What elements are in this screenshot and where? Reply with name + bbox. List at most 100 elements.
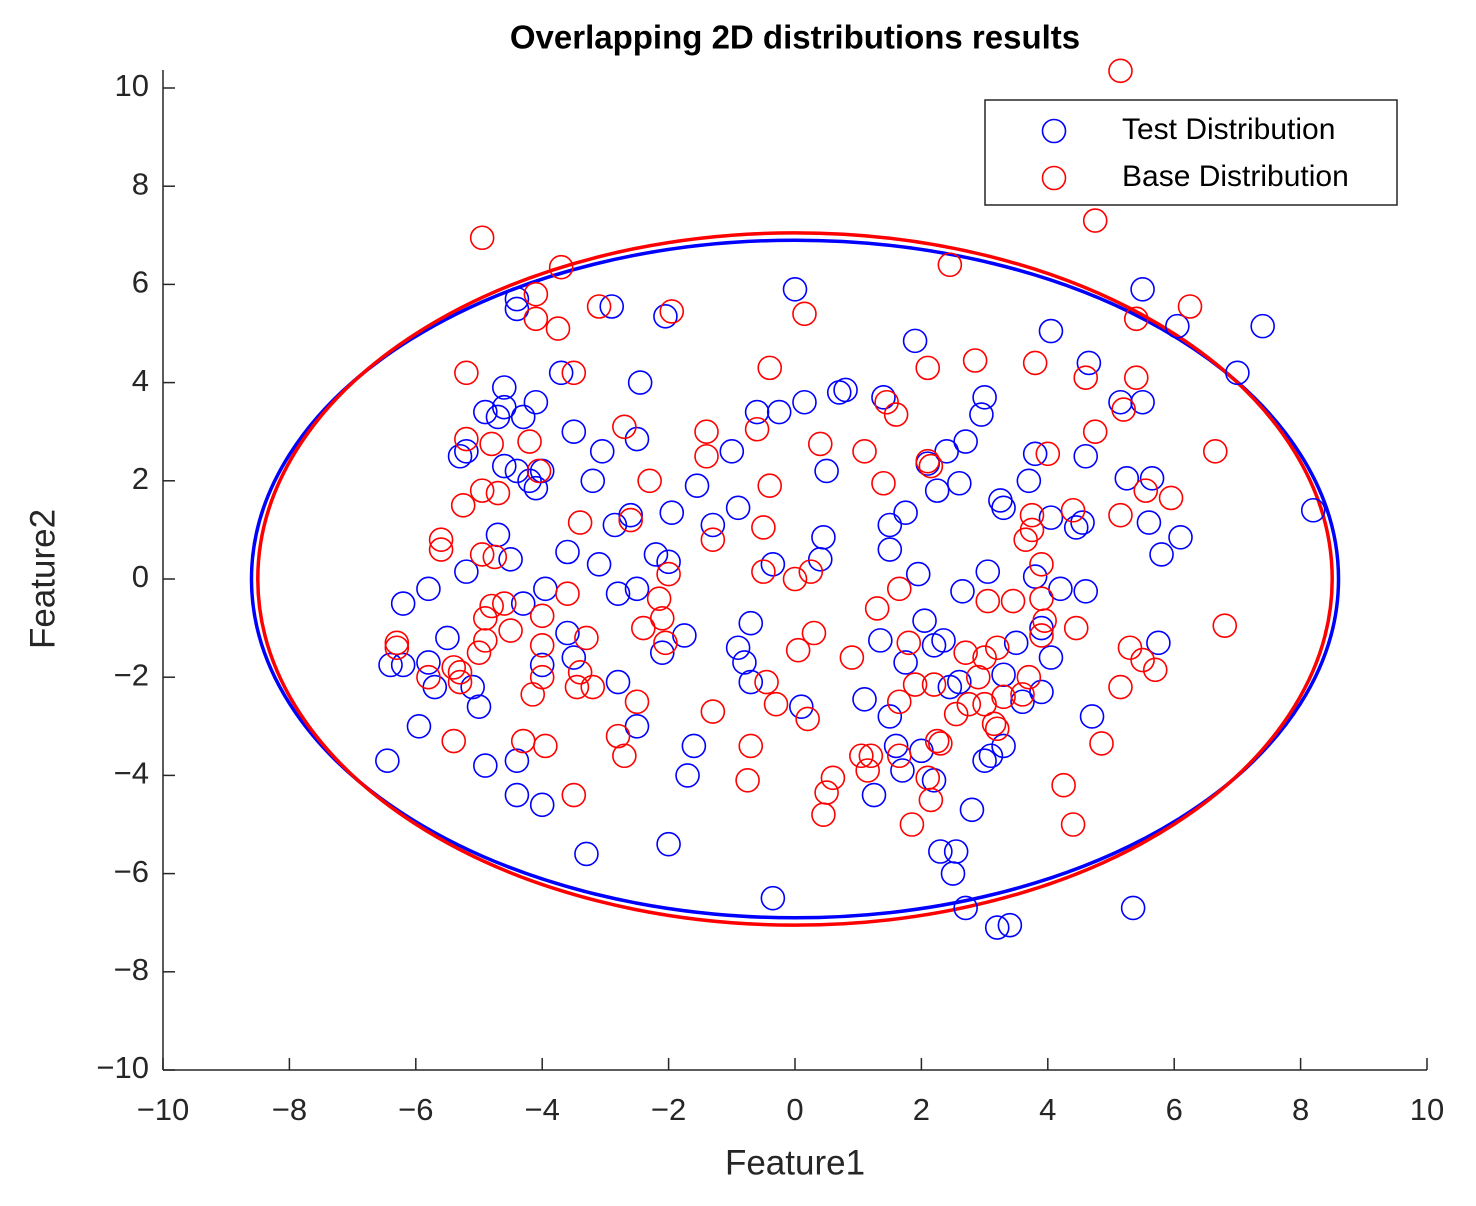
point (479, 431, 504, 457)
y-tick-label: −10 (96, 1050, 149, 1085)
point (1073, 443, 1099, 469)
x-tick-label: −8 (272, 1092, 307, 1127)
x-tick-label: −10 (137, 1092, 190, 1127)
point (1117, 635, 1143, 661)
point (886, 576, 912, 602)
point (567, 659, 593, 685)
point (1114, 466, 1140, 491)
point (1202, 439, 1228, 464)
point (877, 512, 903, 538)
point (934, 439, 959, 464)
point (561, 360, 587, 386)
point (649, 605, 675, 631)
point (1016, 664, 1042, 690)
point (1165, 313, 1190, 339)
point (1300, 497, 1326, 523)
point (763, 691, 789, 717)
legend-box (984, 99, 1398, 206)
point (1111, 397, 1136, 422)
point (877, 704, 903, 729)
point (517, 468, 542, 494)
point (928, 839, 953, 864)
point (384, 635, 410, 661)
point (700, 527, 726, 553)
point (466, 640, 492, 665)
point (523, 389, 549, 415)
point (498, 618, 523, 643)
point (510, 728, 536, 754)
point (997, 912, 1023, 938)
point (953, 429, 978, 454)
point (416, 650, 441, 675)
ellipse (249, 238, 1341, 920)
point (672, 623, 697, 648)
y-axis-label: Feature2 (23, 509, 62, 649)
point (1063, 515, 1089, 540)
point (450, 493, 476, 518)
point (510, 591, 536, 616)
point (912, 608, 937, 634)
point (874, 389, 899, 415)
point (580, 674, 606, 700)
point (646, 586, 672, 611)
point (1123, 365, 1149, 390)
point (918, 787, 944, 813)
point (1136, 510, 1162, 535)
point (1051, 772, 1076, 798)
y-tick-label: 10 (115, 68, 149, 103)
point (1177, 294, 1203, 319)
point (975, 588, 1001, 614)
point (631, 615, 656, 641)
point (921, 672, 947, 697)
point (1225, 360, 1250, 386)
point (491, 375, 517, 400)
point (1120, 895, 1146, 921)
point (555, 539, 580, 565)
point (868, 628, 893, 653)
point (653, 630, 678, 656)
point (605, 669, 631, 695)
point (744, 399, 770, 425)
point (574, 625, 599, 651)
y-tick-label: −6 (114, 854, 149, 889)
legend-label: Test Distribution (1122, 113, 1335, 146)
point (523, 475, 549, 501)
point (965, 664, 991, 690)
point (896, 630, 922, 656)
point (627, 370, 653, 395)
point (732, 650, 757, 675)
point (533, 733, 558, 759)
point (1158, 485, 1184, 511)
point (1073, 578, 1099, 604)
point (1082, 208, 1108, 233)
point (1063, 615, 1089, 641)
point (643, 542, 669, 567)
point (1019, 502, 1045, 528)
point (618, 507, 643, 533)
point (1082, 419, 1108, 445)
point (520, 682, 546, 707)
point (498, 547, 523, 572)
point (1022, 564, 1048, 589)
point (782, 566, 808, 592)
point (586, 294, 612, 319)
point (1123, 306, 1149, 332)
point (883, 733, 909, 759)
x-tick-label: 2 (913, 1092, 930, 1127)
point (798, 559, 824, 584)
point (924, 478, 950, 503)
point (893, 650, 918, 675)
y-tick-label: 6 (132, 265, 149, 300)
point (915, 448, 941, 474)
point (943, 701, 969, 727)
point (890, 758, 915, 783)
point (766, 399, 792, 425)
point (1010, 689, 1035, 715)
point (924, 728, 950, 754)
point (659, 500, 685, 526)
point (953, 895, 978, 921)
y-tick-label: 4 (132, 363, 149, 398)
point (738, 610, 764, 636)
point (504, 782, 530, 808)
point (801, 620, 827, 646)
